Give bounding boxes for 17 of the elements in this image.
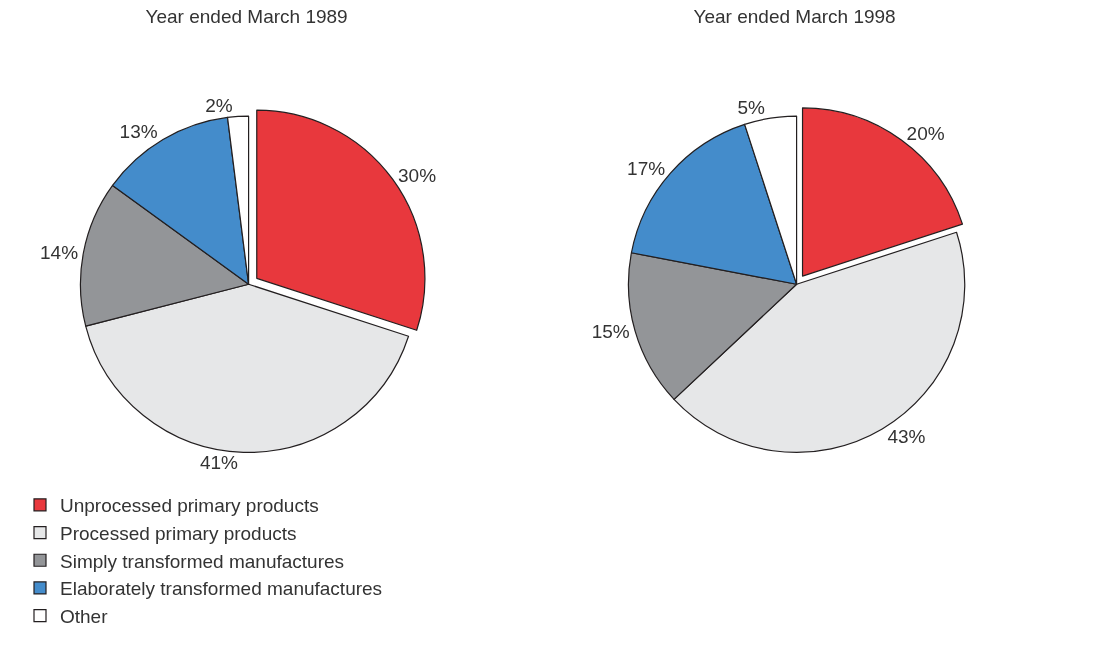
legend-label: Processed primary products xyxy=(60,522,297,544)
data-label: 20% xyxy=(906,122,945,144)
data-label: 17% xyxy=(627,157,666,179)
data-label: 13% xyxy=(119,121,158,143)
data-label: 41% xyxy=(199,452,239,474)
data-label: 43% xyxy=(887,426,926,448)
data-label: 14% xyxy=(40,241,79,263)
data-label: 5% xyxy=(737,97,766,119)
legend-label: Elaborately transformed manufactures xyxy=(60,578,383,600)
data-label: 2% xyxy=(205,95,233,117)
legend-label: Unprocessed primary products xyxy=(60,495,319,517)
chart-title: Year ended March 1989 xyxy=(145,5,348,27)
data-label: 15% xyxy=(591,321,630,343)
chart-title: Year ended March 1998 xyxy=(693,5,896,27)
data-label: 30% xyxy=(398,165,437,187)
legend-label: Other xyxy=(60,606,109,628)
legend-label: Simply transformed manufactures xyxy=(60,550,345,572)
